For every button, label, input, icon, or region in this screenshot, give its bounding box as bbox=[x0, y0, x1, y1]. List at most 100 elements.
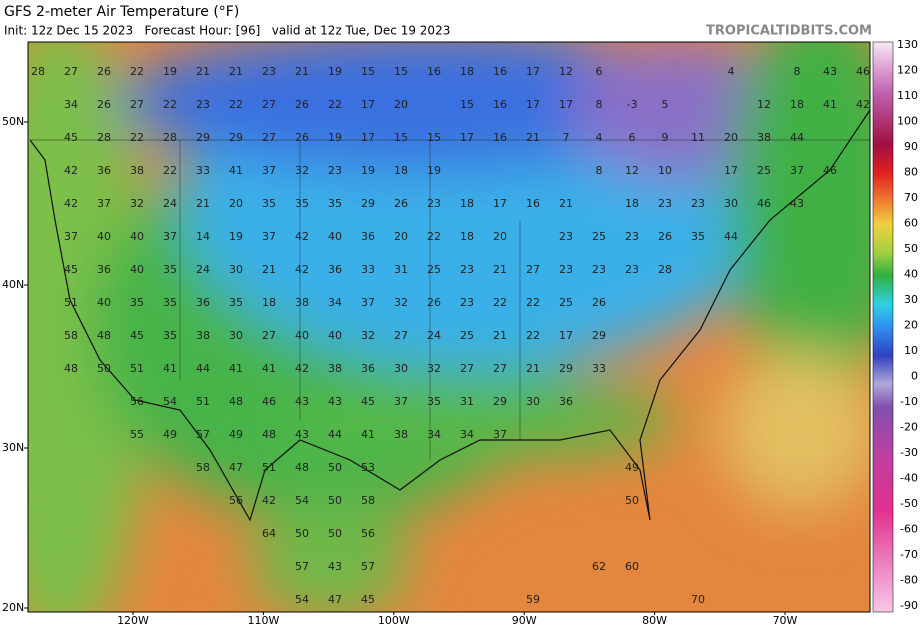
temperature-label: 10 bbox=[658, 164, 672, 177]
temperature-label: 36 bbox=[361, 230, 375, 243]
temperature-label: 43 bbox=[328, 395, 342, 408]
temperature-label: 42 bbox=[64, 197, 78, 210]
temperature-label: 17 bbox=[460, 131, 474, 144]
temperature-label: 22 bbox=[229, 98, 243, 111]
temperature-label: 29 bbox=[592, 329, 606, 342]
temperature-label: 22 bbox=[493, 296, 507, 309]
colorbar bbox=[872, 41, 894, 613]
temperature-label: 49 bbox=[229, 428, 243, 441]
temperature-label: 34 bbox=[460, 428, 474, 441]
temperature-label: 62 bbox=[592, 560, 606, 573]
temperature-label: 29 bbox=[196, 131, 210, 144]
colorbar-label: 40 bbox=[904, 268, 918, 281]
colorbar-label: 0 bbox=[911, 370, 918, 383]
temperature-label: 43 bbox=[790, 197, 804, 210]
temperature-label: 50 bbox=[625, 494, 639, 507]
temperature-label: 26 bbox=[97, 65, 111, 78]
temperature-label: 50 bbox=[328, 461, 342, 474]
temperature-label: 40 bbox=[130, 263, 144, 276]
temperature-label: 49 bbox=[163, 428, 177, 441]
temperature-label: 12 bbox=[757, 98, 771, 111]
temperature-label: 32 bbox=[361, 329, 375, 342]
temperature-label: 37 bbox=[97, 197, 111, 210]
temperature-label: 30 bbox=[724, 197, 738, 210]
temperature-label: 23 bbox=[262, 65, 276, 78]
temperature-label: 49 bbox=[625, 461, 639, 474]
temperature-label: 48 bbox=[64, 362, 78, 375]
temperature-label: 18 bbox=[790, 98, 804, 111]
temperature-label: 58 bbox=[196, 461, 210, 474]
temperature-label: 23 bbox=[691, 197, 705, 210]
temperature-label: 56 bbox=[361, 527, 375, 540]
temperature-label: 17 bbox=[361, 98, 375, 111]
temperature-label: 34 bbox=[328, 296, 342, 309]
temperature-label: 22 bbox=[427, 230, 441, 243]
temperature-label: 59 bbox=[526, 593, 540, 606]
temperature-label: 32 bbox=[394, 296, 408, 309]
temperature-label: 45 bbox=[64, 263, 78, 276]
temperature-label: 19 bbox=[427, 164, 441, 177]
colorbar-label: 30 bbox=[904, 293, 918, 306]
temperature-label: 29 bbox=[361, 197, 375, 210]
temperature-label: 22 bbox=[163, 164, 177, 177]
temperature-label: 23 bbox=[460, 263, 474, 276]
temperature-label: 21 bbox=[526, 131, 540, 144]
temperature-label: 17 bbox=[361, 131, 375, 144]
temperature-label: 51 bbox=[196, 395, 210, 408]
colorbar-label: -30 bbox=[900, 446, 918, 459]
latitude-label: 50N bbox=[2, 115, 24, 128]
temperature-label: 23 bbox=[328, 164, 342, 177]
temperature-label: 35 bbox=[163, 263, 177, 276]
temperature-label: 48 bbox=[229, 395, 243, 408]
temperature-label: 51 bbox=[64, 296, 78, 309]
longitude-label: 70W bbox=[773, 614, 798, 627]
temperature-label: 23 bbox=[625, 263, 639, 276]
temperature-label: 50 bbox=[97, 362, 111, 375]
temperature-label: 15 bbox=[361, 65, 375, 78]
temperature-label: 60 bbox=[625, 560, 639, 573]
temperature-label: 9 bbox=[662, 131, 669, 144]
temperature-label: 53 bbox=[361, 461, 375, 474]
temperature-label: 35 bbox=[163, 329, 177, 342]
temperature-label: 41 bbox=[229, 164, 243, 177]
colorbar-label: 10 bbox=[904, 344, 918, 357]
temperature-label: 27 bbox=[493, 362, 507, 375]
colorbar-label: 60 bbox=[904, 217, 918, 230]
temperature-label: 36 bbox=[328, 263, 342, 276]
temperature-label: 20 bbox=[394, 230, 408, 243]
temperature-label: 34 bbox=[64, 98, 78, 111]
temperature-label: 58 bbox=[361, 494, 375, 507]
longitude-label: 80W bbox=[642, 614, 667, 627]
temperature-label: 27 bbox=[526, 263, 540, 276]
temperature-label: 29 bbox=[229, 131, 243, 144]
colorbar-label: 70 bbox=[904, 191, 918, 204]
temperature-label: 20 bbox=[229, 197, 243, 210]
temperature-label: 16 bbox=[493, 65, 507, 78]
longitude-label: 110W bbox=[247, 614, 279, 627]
temperature-label: 48 bbox=[97, 329, 111, 342]
temperature-label: 41 bbox=[361, 428, 375, 441]
temperature-label: 4 bbox=[728, 65, 735, 78]
temperature-label: 8 bbox=[794, 65, 801, 78]
temperature-label: 45 bbox=[130, 329, 144, 342]
temperature-label: 21 bbox=[262, 263, 276, 276]
temperature-label: 57 bbox=[295, 560, 309, 573]
temperature-label: 57 bbox=[196, 428, 210, 441]
temperature-label: 22 bbox=[526, 296, 540, 309]
temperature-label: 37 bbox=[64, 230, 78, 243]
temperature-label: 17 bbox=[526, 65, 540, 78]
temperature-label: 21 bbox=[196, 65, 210, 78]
temperature-label: 22 bbox=[328, 98, 342, 111]
temperature-label: 17 bbox=[559, 329, 573, 342]
temperature-label: 27 bbox=[262, 329, 276, 342]
temperature-label: 33 bbox=[361, 263, 375, 276]
temperature-label: 44 bbox=[196, 362, 210, 375]
colorbar-label: 110 bbox=[897, 89, 918, 102]
temperature-label: 50 bbox=[295, 527, 309, 540]
temperature-label: -3 bbox=[627, 98, 638, 111]
colorbar-label: -50 bbox=[900, 497, 918, 510]
temperature-label: 35 bbox=[691, 230, 705, 243]
temperature-label: 37 bbox=[361, 296, 375, 309]
temperature-label: 35 bbox=[295, 197, 309, 210]
